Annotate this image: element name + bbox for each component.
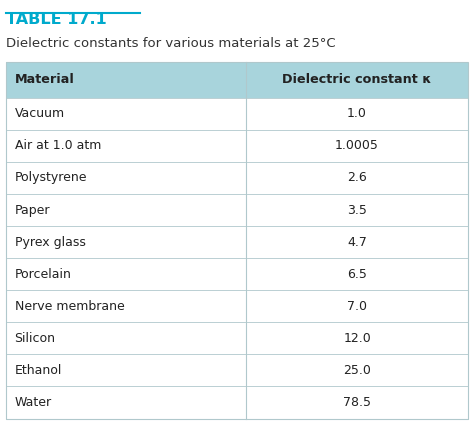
Text: 1.0005: 1.0005 <box>335 139 379 152</box>
Text: 78.5: 78.5 <box>343 396 371 409</box>
Text: 25.0: 25.0 <box>343 364 371 377</box>
Text: Silicon: Silicon <box>15 332 55 345</box>
Text: Ethanol: Ethanol <box>15 364 62 377</box>
FancyBboxPatch shape <box>6 62 468 98</box>
Text: 2.6: 2.6 <box>347 171 367 184</box>
Text: 6.5: 6.5 <box>347 268 367 281</box>
Text: Paper: Paper <box>15 203 50 216</box>
Text: Air at 1.0 atm: Air at 1.0 atm <box>15 139 101 152</box>
Text: 7.0: 7.0 <box>347 300 367 313</box>
Text: Polystyrene: Polystyrene <box>15 171 87 184</box>
Text: TABLE 17.1: TABLE 17.1 <box>6 12 107 27</box>
Text: Vacuum: Vacuum <box>15 107 65 120</box>
Text: Dielectric constant κ: Dielectric constant κ <box>283 73 432 87</box>
Text: Pyrex glass: Pyrex glass <box>15 235 85 249</box>
Text: 12.0: 12.0 <box>343 332 371 345</box>
Text: 4.7: 4.7 <box>347 235 367 249</box>
Text: Material: Material <box>15 73 74 87</box>
Text: Water: Water <box>15 396 52 409</box>
Text: Porcelain: Porcelain <box>15 268 72 281</box>
Text: Nerve membrane: Nerve membrane <box>15 300 124 313</box>
Text: 3.5: 3.5 <box>347 203 367 216</box>
Text: Dielectric constants for various materials at 25°C: Dielectric constants for various materia… <box>6 37 336 50</box>
Text: 1.0: 1.0 <box>347 107 367 120</box>
